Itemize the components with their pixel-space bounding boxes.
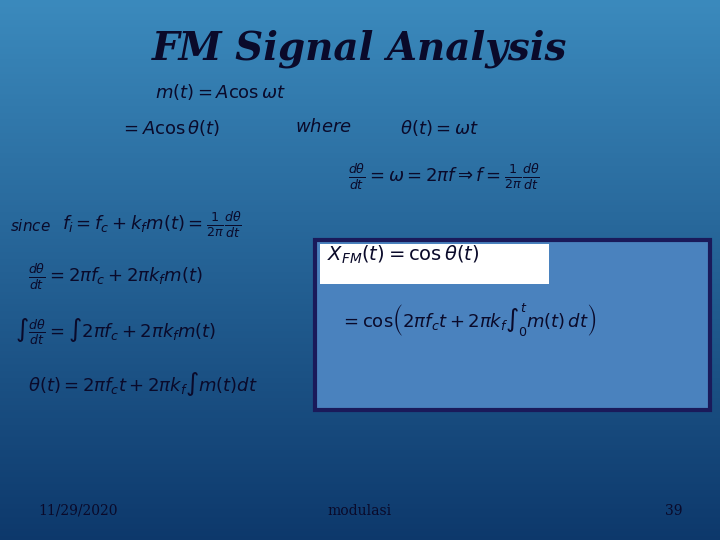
- Text: $\mathit{where}$: $\mathit{where}$: [295, 118, 352, 136]
- Text: $\int\frac{d\theta}{dt}=\int 2\pi f_c + 2\pi k_f m(t)$: $\int\frac{d\theta}{dt}=\int 2\pi f_c + …: [15, 316, 217, 347]
- Text: 39: 39: [665, 504, 682, 518]
- Text: $\theta(t)= 2\pi f_c t + 2\pi k_f\int m(t)dt$: $\theta(t)= 2\pi f_c t + 2\pi k_f\int m(…: [28, 370, 258, 398]
- FancyBboxPatch shape: [315, 240, 710, 410]
- Text: $m(t)= A\cos\omega t$: $m(t)= A\cos\omega t$: [155, 82, 286, 102]
- Text: $= A\cos\theta(t)$: $= A\cos\theta(t)$: [120, 118, 220, 138]
- Text: 11/29/2020: 11/29/2020: [38, 504, 117, 518]
- Text: $\theta(t)=\omega t$: $\theta(t)=\omega t$: [400, 118, 479, 138]
- Text: $f_i = f_c + k_f m(t) = \frac{1}{2\pi}\frac{d\theta}{dt}$: $f_i = f_c + k_f m(t) = \frac{1}{2\pi}\f…: [62, 210, 242, 240]
- Text: $\frac{d\theta}{dt}= 2\pi f_c + 2\pi k_f m(t)$: $\frac{d\theta}{dt}= 2\pi f_c + 2\pi k_f…: [28, 262, 203, 292]
- Text: modulasi: modulasi: [328, 504, 392, 518]
- Text: FM Signal Analysis: FM Signal Analysis: [153, 30, 567, 69]
- Text: $\frac{d\theta}{dt}=\omega=2\pi f \Rightarrow f=\frac{1}{2\pi}\frac{d\theta}{dt}: $\frac{d\theta}{dt}=\omega=2\pi f \Right…: [348, 162, 540, 192]
- Text: $\mathit{since}$: $\mathit{since}$: [10, 218, 51, 234]
- Text: $X_{FM}(t)=\cos\theta(t)$: $X_{FM}(t)=\cos\theta(t)$: [327, 244, 480, 266]
- FancyBboxPatch shape: [320, 244, 549, 284]
- Text: $= \cos\!\left(2\pi f_c t + 2\pi k_f \int_0^t m(t)\,dt\right)$: $= \cos\!\left(2\pi f_c t + 2\pi k_f \in…: [340, 302, 596, 339]
